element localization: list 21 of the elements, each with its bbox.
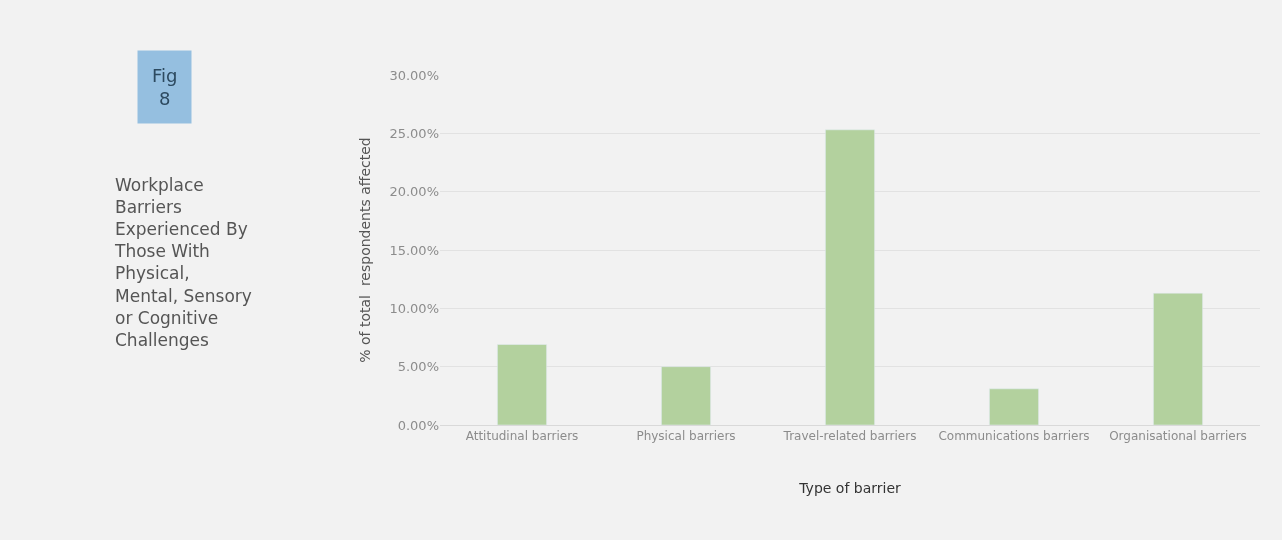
y-tick-label: 0.00% xyxy=(397,417,439,433)
x-tick-label: Organisational barriers xyxy=(1109,429,1247,444)
y-tick-label: 25.00% xyxy=(389,125,439,141)
x-tick-label: Communications barriers xyxy=(938,429,1090,444)
x-tick-label: Attitudinal barriers xyxy=(465,429,579,444)
y-tick-label: 30.00% xyxy=(389,67,439,83)
bar xyxy=(825,129,875,425)
y-tick-label: 15.00% xyxy=(389,242,439,258)
y-tick-label: 20.00% xyxy=(389,184,439,200)
y-tick-label: 10.00% xyxy=(389,300,439,316)
x-tick-label: Travel-related barriers xyxy=(782,429,917,444)
bar xyxy=(989,388,1039,425)
bar xyxy=(497,344,547,425)
bar xyxy=(1153,292,1203,425)
caption: Fig 8 xyxy=(152,65,178,110)
x-tick-label: Physical barriers xyxy=(636,429,736,444)
y-tick-label: 5.00% xyxy=(397,359,439,375)
y-axis-title: % of total respondents affected xyxy=(357,137,374,363)
bar xyxy=(661,366,711,425)
x-axis-title: Type of barrier xyxy=(798,479,902,496)
text: Workplace Barriers Experienced By Those With Physical, Mental, Sensory or Cognitive Challenges xyxy=(114,175,252,350)
